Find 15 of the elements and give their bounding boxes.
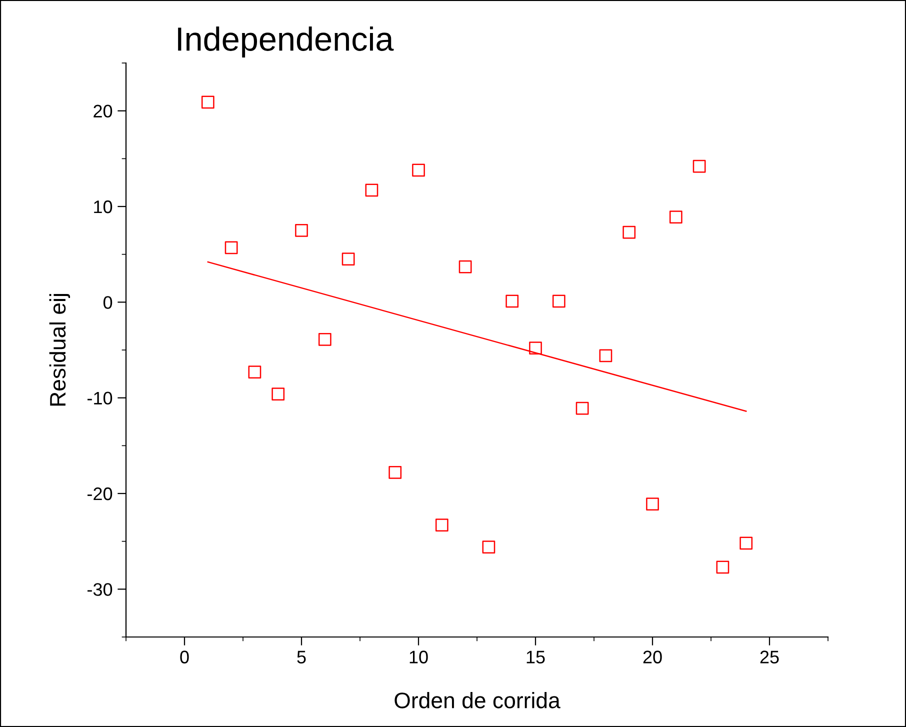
x-tick-label: 20	[643, 650, 662, 664]
x-tick-label: 25	[760, 650, 779, 664]
y-tick-label: -10	[88, 392, 112, 405]
x-tick-label: 0	[180, 650, 189, 664]
y-tick-label: -30	[88, 583, 112, 596]
y-tick-label: -20	[88, 487, 112, 500]
y-axis-title: Residual eij	[49, 294, 70, 406]
x-axis-title: Orden de corrida	[394, 692, 560, 708]
x-tick-label: 10	[410, 650, 428, 664]
y-tick-label: 10	[94, 200, 112, 214]
y-tick-label: 20	[94, 104, 112, 118]
x-tick-label: 5	[297, 650, 306, 664]
x-tick-label: 15	[526, 650, 545, 664]
chart-title: Independencia	[178, 26, 394, 58]
y-tick-label: 0	[103, 296, 112, 309]
